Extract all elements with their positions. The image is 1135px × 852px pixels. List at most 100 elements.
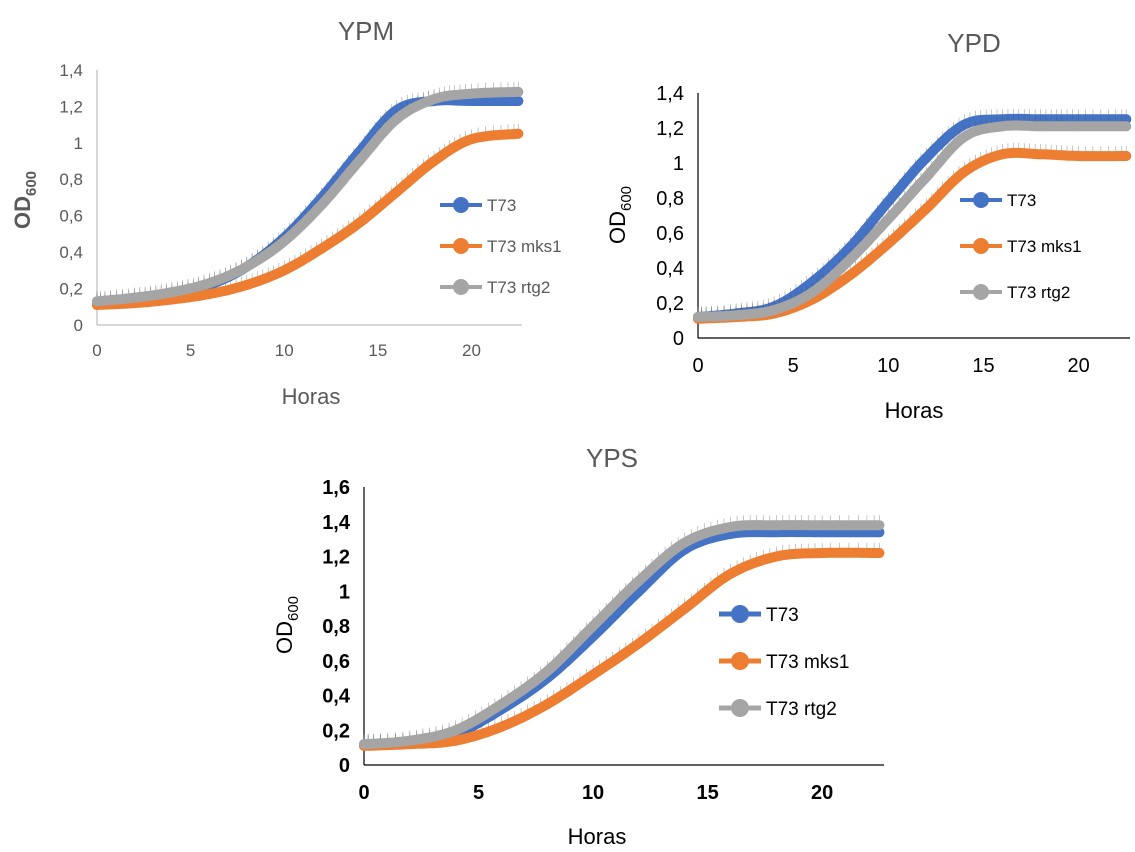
yps-series-line-t73-rtg2 xyxy=(359,520,885,750)
yps-legend-marker xyxy=(731,699,749,717)
ypm-y-tick-label: 0,8 xyxy=(59,170,83,189)
ypd-data-point xyxy=(883,238,894,249)
ypm-y-tick-label: 0 xyxy=(74,316,83,335)
ypm-data-point xyxy=(166,287,177,298)
ypd-data-point xyxy=(769,305,780,315)
ypm-series-line-t73-mks1 xyxy=(92,128,524,310)
ypm-y-tick-label: 0,2 xyxy=(59,280,83,299)
yps-legend-item-t73-mks1: T73 mks1 xyxy=(719,652,849,673)
yps-data-point xyxy=(874,520,885,531)
ypd-data-point xyxy=(883,214,894,224)
ypd-x-axis-label: Horas xyxy=(885,398,944,423)
yps-y-tick-label: 1,2 xyxy=(322,547,350,569)
ypm-data-point xyxy=(429,94,440,105)
yps-data-point xyxy=(817,520,828,531)
yps-data-point xyxy=(725,521,736,532)
ypd-data-point xyxy=(807,287,818,298)
ypm-chart: YPM 0 0,2 0,4 0,6 0,8 1 1,2 1,4 0 5 10 15 20 Horas OD60… xyxy=(10,16,562,409)
ypd-y-axis-label-main: OD xyxy=(605,211,630,244)
ypm-legend-item-t73-mks1: T73 mks1 xyxy=(440,237,562,256)
ypm-data-point xyxy=(354,156,365,167)
ypd-data-point xyxy=(807,277,818,287)
ypd-data-point xyxy=(997,149,1008,160)
yps-data-point xyxy=(496,721,507,732)
yps-x-tick-label: 20 xyxy=(811,782,833,804)
ypd-chart: YPD 0 0,2 0,4 0,6 0,8 1 1,2 1,4 0 5 10 15 20 Horas OD60… xyxy=(605,28,1132,423)
ypd-data-point xyxy=(1073,151,1084,161)
ypm-data-point xyxy=(513,128,524,139)
ypd-data-point xyxy=(921,203,932,214)
yps-chart-title: YPS xyxy=(586,443,638,473)
ypd-data-point xyxy=(997,121,1008,132)
yps-y-axis-label-sub: 600 xyxy=(285,596,302,621)
ypm-data-point xyxy=(241,279,252,290)
ypd-legend-item-t73-mks1: T73 mks1 xyxy=(960,237,1082,256)
ypm-legend-item-t73: T73 xyxy=(440,196,516,215)
ypd-data-point xyxy=(845,270,856,280)
ypm-x-tick-label: 5 xyxy=(186,341,195,360)
ypd-x-tick-label: 20 xyxy=(1067,355,1089,377)
ypm-data-point xyxy=(241,261,252,272)
ypd-y-axis-label-sub: 600 xyxy=(618,186,635,211)
ypm-x-tick-label: 20 xyxy=(462,341,481,360)
ypm-data-point xyxy=(429,156,440,167)
ypd-data-point xyxy=(921,172,932,182)
ypd-legend-label: T73 rtg2 xyxy=(1007,283,1070,302)
yps-data-point xyxy=(633,575,644,586)
ypd-y-axis-label: OD600 xyxy=(605,186,635,244)
yps-y-tick-label: 0,4 xyxy=(322,686,351,708)
ypm-y-tick-label: 0,6 xyxy=(59,207,83,226)
ypd-data-point xyxy=(693,312,703,322)
yps-series-t73-rtg2 xyxy=(359,515,885,750)
yps-data-point xyxy=(450,735,461,746)
ypm-x-tick-label: 10 xyxy=(275,341,294,360)
yps-data-point xyxy=(542,699,553,710)
ypd-y-tick-label: 0,2 xyxy=(656,293,684,315)
ypm-data-point xyxy=(391,187,402,198)
ypm-legend-item-t73-rtg2: T73 rtg2 xyxy=(440,278,550,297)
yps-legend-marker xyxy=(731,652,749,670)
ypm-data-point xyxy=(466,88,477,99)
ypm-y-axis-label: OD600 xyxy=(10,171,40,229)
ypd-data-point xyxy=(731,310,742,321)
yps-data-point xyxy=(633,638,644,649)
ypd-chart-title: YPD xyxy=(947,28,1000,58)
ypm-data-point xyxy=(204,278,215,289)
yps-y-tick-label: 0,8 xyxy=(322,616,350,638)
yps-data-point xyxy=(496,699,507,710)
yps-y-tick-label: 0,6 xyxy=(322,651,350,673)
ypm-legend-marker xyxy=(453,238,469,254)
yps-data-point xyxy=(450,725,461,736)
ypd-data-point xyxy=(959,131,970,142)
ypd-legend-item-t73: T73 xyxy=(960,191,1036,210)
yps-x-tick-label: 15 xyxy=(696,782,718,804)
ypd-legend-item-t73-rtg2: T73 rtg2 xyxy=(960,283,1070,302)
ypd-x-tick-label: 0 xyxy=(692,355,703,377)
ypm-data-point xyxy=(279,236,290,247)
yps-legend-label: T73 xyxy=(766,605,799,626)
ypm-series-line-t73-rtg2 xyxy=(92,86,524,307)
ypd-y-tick-label: 1,4 xyxy=(656,83,684,105)
yps-x-axis-label: Horas xyxy=(568,824,627,849)
ypm-x-tick-label: 0 xyxy=(92,341,101,360)
ypd-y-tick-label: 1 xyxy=(673,153,684,175)
ypd-legend-marker xyxy=(973,238,989,254)
yps-y-axis-label: OD600 xyxy=(272,596,302,654)
ypd-legend-marker xyxy=(973,192,989,208)
yps-data-point xyxy=(588,669,599,680)
yps-legend-label: T73 mks1 xyxy=(766,652,849,673)
ypm-legend-label: T73 mks1 xyxy=(487,237,562,256)
yps-legend-label: T73 rtg2 xyxy=(766,699,837,720)
ypm-data-point xyxy=(279,265,290,276)
yps-legend-item-t73-rtg2: T73 rtg2 xyxy=(719,699,837,720)
ypd-y-tick-label: 0,6 xyxy=(656,223,684,245)
ypd-series-line-t73-rtg2 xyxy=(693,120,1132,322)
yps-data-point xyxy=(679,603,690,614)
ypm-data-point xyxy=(466,134,477,145)
ypd-data-point xyxy=(959,166,970,177)
ypm-data-point xyxy=(391,114,402,125)
ypd-data-point xyxy=(883,196,894,207)
ypm-legend-label: T73 xyxy=(487,196,516,215)
yps-series-line-t73-mks1 xyxy=(359,547,885,751)
ypm-y-axis-label-main: OD xyxy=(10,196,35,229)
